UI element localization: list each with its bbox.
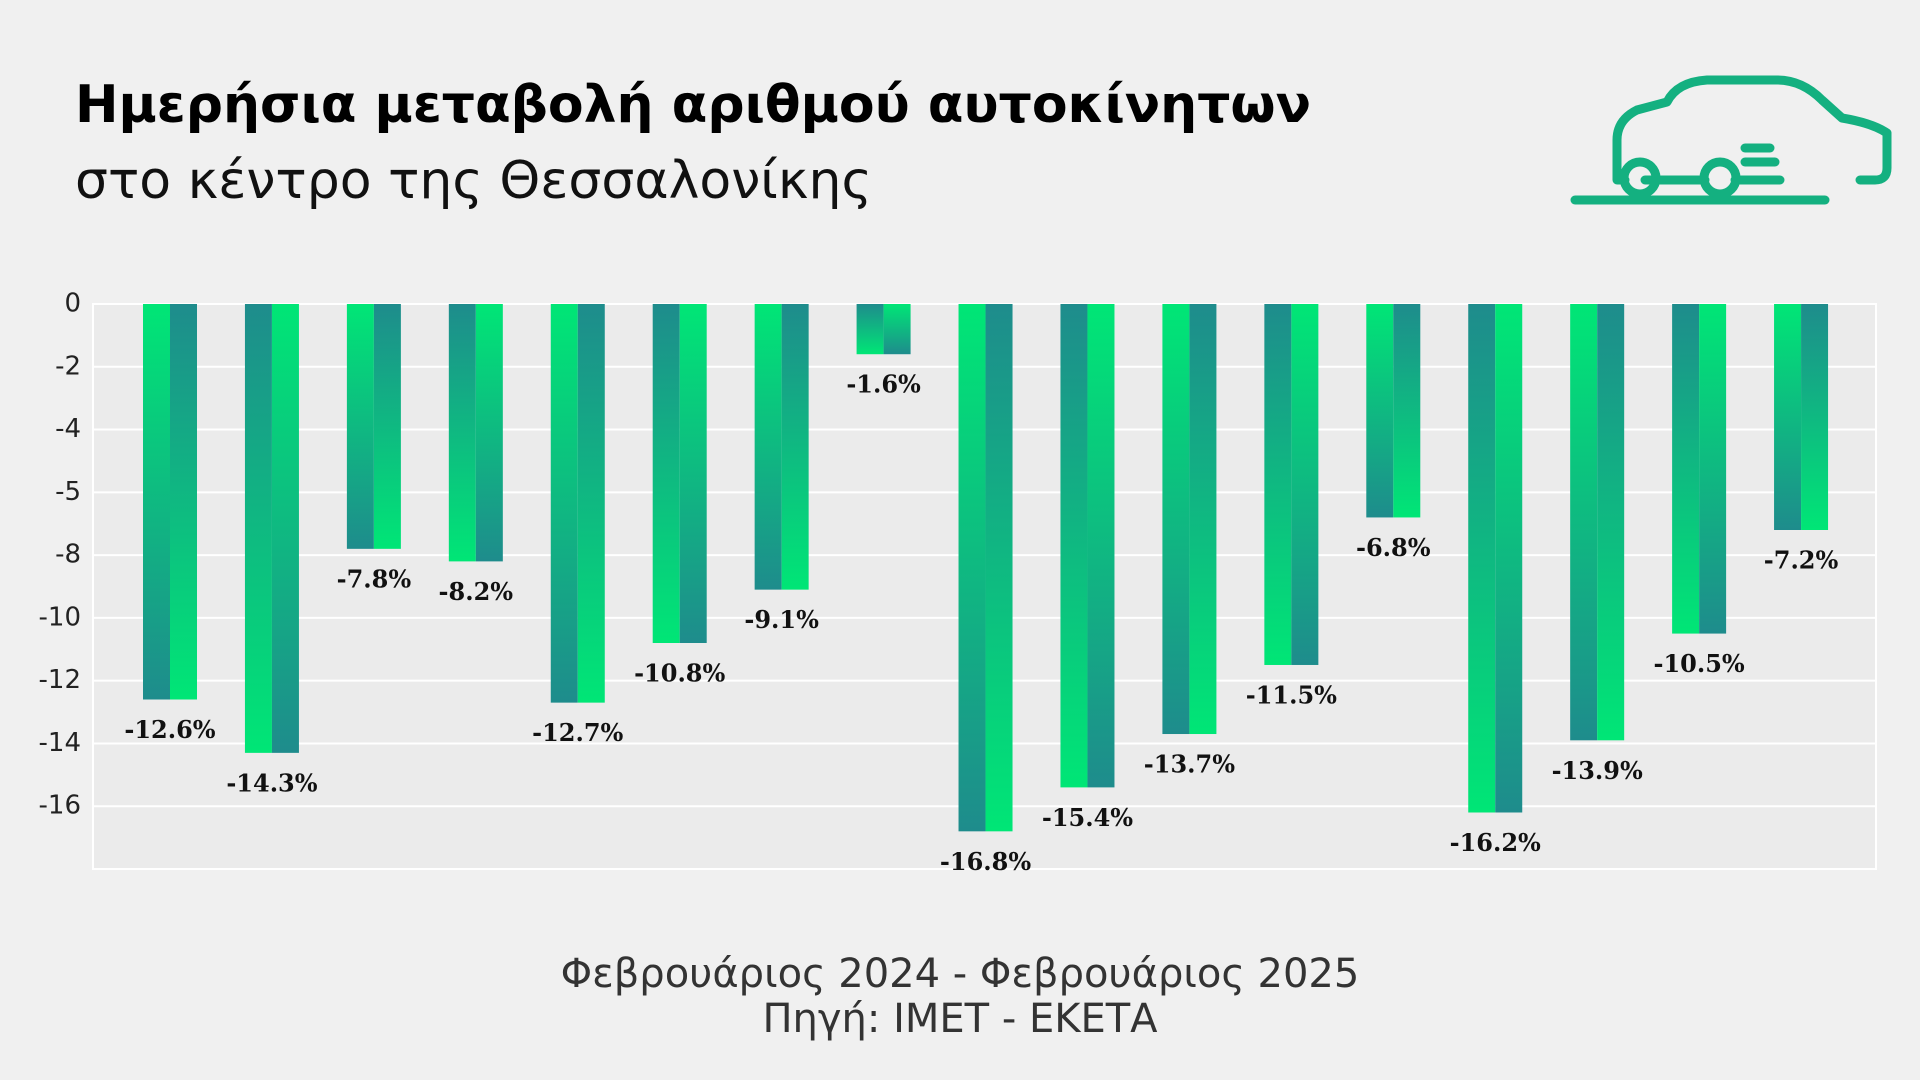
value-label: -13.9% [1552, 756, 1643, 785]
value-label: -7.2% [1764, 546, 1839, 575]
bar-half [856, 304, 884, 355]
bar [550, 304, 605, 703]
bar-half [781, 304, 809, 590]
value-label: -1.6% [846, 370, 921, 399]
bar [652, 304, 707, 643]
bar-half [1468, 304, 1496, 813]
bar-half [475, 304, 503, 562]
y-tick-label: -10 [39, 602, 81, 632]
bar-half [373, 304, 401, 549]
bar-half [652, 304, 680, 643]
bar-half [1291, 304, 1319, 665]
bar-half [1597, 304, 1625, 741]
y-tick-label: -14 [39, 728, 81, 758]
bar [1570, 304, 1625, 741]
value-label: -14.3% [226, 768, 317, 797]
bar-half [1162, 304, 1190, 735]
chart-subtitle: στο κέντρο της Θεσσαλονίκης [75, 151, 872, 211]
chart-title: Ημερήσια μεταβολή αριθμού αυτοκίνητων [75, 75, 1311, 135]
bar-half [1774, 304, 1802, 530]
bar-half [346, 304, 374, 549]
y-tick-label: 0 [64, 289, 81, 319]
bar [244, 304, 299, 753]
bar [1264, 304, 1319, 665]
bar-half [1060, 304, 1088, 788]
y-tick-label: -2 [55, 351, 81, 381]
bar-half [1393, 304, 1421, 518]
value-label: -7.8% [337, 564, 412, 593]
bar [856, 304, 911, 355]
bar-half [577, 304, 605, 703]
value-label: -10.8% [634, 659, 725, 688]
y-tick-label: -12 [39, 665, 81, 695]
bar [346, 304, 401, 549]
value-label: -12.6% [124, 715, 215, 744]
bar-half [143, 304, 170, 700]
bar-half [754, 304, 782, 590]
bar-half [958, 304, 986, 832]
bar-half [244, 304, 272, 753]
y-tick-label: -8 [55, 540, 81, 570]
bar-half [271, 304, 299, 753]
bar-half [1495, 304, 1523, 813]
bar-half [1087, 304, 1115, 788]
source: Πηγή: ΙΜΕΤ - ΕΚΕΤΑ [762, 996, 1158, 1042]
bar [1060, 304, 1115, 788]
car-icon [1570, 75, 1892, 205]
value-label: -16.8% [940, 847, 1031, 876]
y-tick-label: -4 [55, 414, 81, 444]
value-label: -12.7% [532, 718, 623, 747]
bar [143, 304, 197, 700]
caption: Φεβρουάριος 2024 - Φεβρουάριος 2025 [561, 951, 1360, 997]
value-label: -16.2% [1450, 828, 1541, 857]
bar-half [679, 304, 707, 643]
bar [1162, 304, 1217, 735]
y-tick-label: -5 [55, 477, 81, 507]
bar [448, 304, 503, 562]
value-label: -10.5% [1654, 649, 1745, 678]
bar [958, 304, 1013, 832]
bar-half [1801, 304, 1829, 530]
bar [1672, 304, 1727, 634]
bar-half [985, 304, 1013, 832]
bar [1468, 304, 1523, 813]
bar-half [1672, 304, 1700, 634]
bar [1774, 304, 1829, 530]
value-label: -6.8% [1356, 533, 1431, 562]
bar-half [1189, 304, 1217, 735]
bar-half [1366, 304, 1394, 518]
value-label: -11.5% [1246, 680, 1337, 709]
bar-half [883, 304, 911, 355]
value-label: -15.4% [1042, 803, 1133, 832]
bar [1366, 304, 1421, 518]
value-label: -9.1% [744, 605, 819, 634]
bar-half [1570, 304, 1598, 741]
bar-half [1264, 304, 1292, 665]
value-label: -8.2% [439, 577, 514, 606]
bar-half [448, 304, 476, 562]
value-label: -13.7% [1144, 750, 1235, 779]
bar-half [170, 304, 197, 700]
bar-half [550, 304, 578, 703]
y-tick-label: -16 [39, 791, 81, 821]
bar-half [1699, 304, 1727, 634]
bar [754, 304, 809, 590]
